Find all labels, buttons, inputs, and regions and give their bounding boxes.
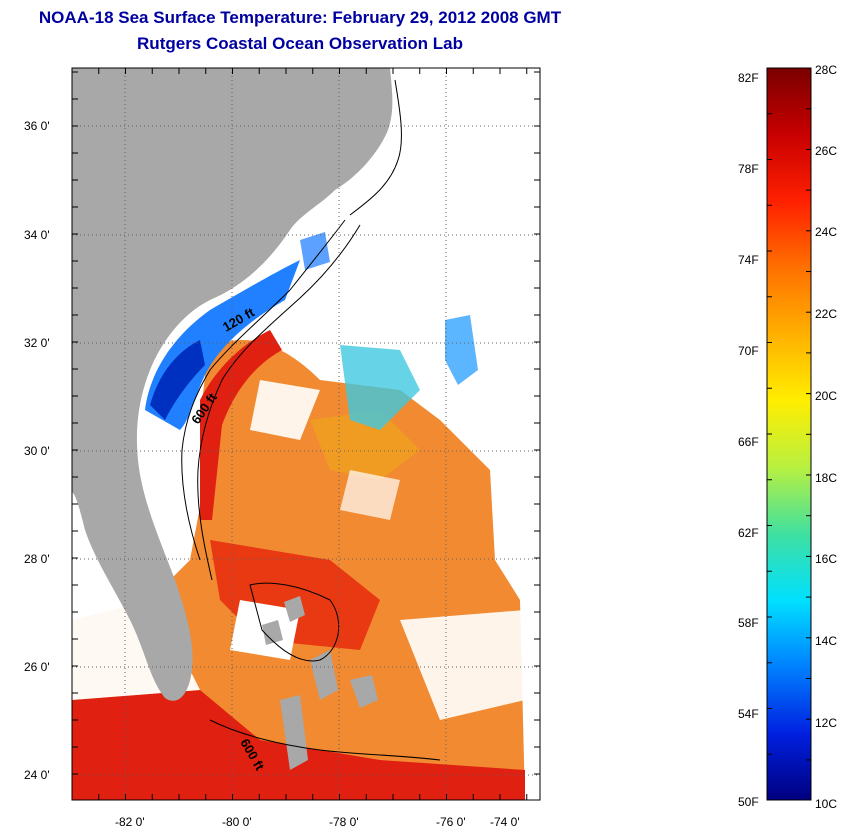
colorbar-c-label: 20C: [815, 389, 837, 403]
colorbar-f-label: 58F: [738, 616, 759, 630]
map-ticks: [72, 68, 540, 800]
cloud-patch: [400, 610, 525, 720]
sst-gulf-stream: [200, 330, 282, 520]
lat-label: 36 0': [24, 119, 50, 133]
land-bahamas: [284, 596, 305, 622]
sst-cyan-patch: [340, 345, 420, 430]
colorbar-f-label: 78F: [738, 162, 759, 176]
lat-label: 32 0': [24, 336, 50, 350]
contour-bank: [249, 582, 340, 662]
cloud-patch: [250, 380, 320, 440]
colorbar-f-label: 66F: [738, 435, 759, 449]
sst-cyan-patch-north: [300, 232, 330, 270]
map-subtitle: Rutgers Coastal Ocean Observation Lab: [137, 34, 463, 53]
land-bahamas: [262, 620, 283, 645]
lat-label: 28 0': [24, 552, 50, 566]
sst-cyan-patch-east: [445, 315, 478, 385]
land-bahamas: [310, 650, 338, 700]
lon-label: -78 0': [329, 815, 359, 829]
lat-label: 24 0': [24, 768, 50, 782]
colorbar-f-label: 70F: [738, 344, 759, 358]
colorbar-f-label: 74F: [738, 253, 759, 267]
contour-south: [209, 719, 441, 761]
colorbar-f-label: 50F: [738, 795, 759, 809]
colorbar-c-label: 28C: [815, 63, 837, 77]
colorbar-c-label: 16C: [815, 552, 837, 566]
colorbar-c-label: 24C: [815, 225, 837, 239]
contour-600ft: [197, 224, 361, 581]
colorbar-c-label: 18C: [815, 471, 837, 485]
sst-cold-core: [150, 340, 205, 420]
land-us-coast: [72, 68, 393, 701]
colorbar-f-label: 54F: [738, 707, 759, 721]
map-frame: [71, 67, 541, 801]
colorbar-gradient: [766, 67, 812, 801]
land-andros: [280, 695, 308, 770]
colorbar-c-label: 26C: [815, 144, 837, 158]
colorbar-c-label: 22C: [815, 307, 837, 321]
land-bahamas: [350, 675, 378, 708]
lon-label: -80 0': [222, 815, 252, 829]
colorbar-c-label: 14C: [815, 634, 837, 648]
colorbar-c-label: 12C: [815, 716, 837, 730]
map-title: NOAA-18 Sea Surface Temperature: Februar…: [38, 8, 562, 27]
sst-yellow-patch: [310, 410, 420, 480]
lat-label: 26 0': [24, 660, 50, 674]
lat-label: 34 0': [24, 228, 50, 242]
colorbar-f-label: 82F: [738, 71, 759, 85]
colorbar-ticks: [767, 108, 811, 761]
colorbar-f-label: 62F: [738, 526, 759, 540]
lon-label: -82 0': [115, 815, 145, 829]
contour-coastal: [349, 79, 402, 216]
lat-label: 30 0': [24, 444, 50, 458]
contour-120ft: [181, 219, 346, 561]
lon-label: -76 0': [436, 815, 466, 829]
sst-hot-region: [72, 690, 525, 800]
cloud-patch: [340, 470, 400, 520]
lon-label: -74 0': [490, 815, 520, 829]
colorbar-c-label: 10C: [815, 797, 837, 811]
